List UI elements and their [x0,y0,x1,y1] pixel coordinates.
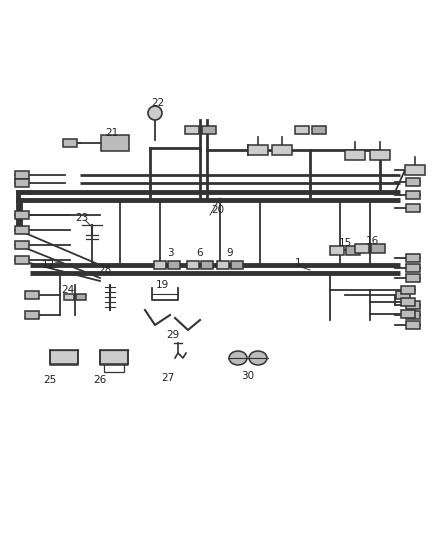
Text: 1: 1 [295,258,301,268]
Bar [371,244,385,253]
Text: 16: 16 [365,236,378,246]
Bar [187,261,199,269]
Bar [401,310,415,318]
Ellipse shape [249,351,267,365]
Bar [63,139,77,147]
Bar [406,191,420,199]
Bar [184,126,198,134]
Bar [15,256,29,264]
Bar [15,179,29,187]
Bar [217,261,229,269]
Bar [396,291,410,299]
Text: 29: 29 [166,330,180,340]
Bar [355,244,369,253]
Text: 19: 19 [155,280,169,290]
Bar [154,261,166,269]
Bar [406,301,420,309]
Text: 24: 24 [61,285,74,295]
Text: 15: 15 [339,238,352,248]
Bar [311,126,325,134]
Text: 6: 6 [197,248,203,258]
Bar [50,350,78,364]
Bar [406,311,420,319]
Bar [201,126,215,134]
Text: 20: 20 [212,205,225,215]
Bar [405,165,425,175]
Bar [330,246,344,254]
Text: 22: 22 [152,98,165,108]
Bar [201,261,213,269]
Bar [272,145,292,155]
Bar [370,150,390,160]
Bar [25,291,39,299]
Bar [406,178,420,186]
Bar [76,294,86,300]
Bar [231,261,243,269]
Text: 23: 23 [75,213,88,223]
Bar [406,204,420,212]
Bar [406,321,420,329]
Bar [101,135,129,151]
Text: 9: 9 [227,248,233,258]
Text: 30: 30 [241,371,254,381]
Bar [15,226,29,234]
Text: 21: 21 [106,128,119,138]
Bar [248,145,268,155]
Text: 3: 3 [167,248,173,258]
Bar [25,311,39,319]
Bar [346,246,360,254]
Bar [345,150,365,160]
Bar [406,166,420,174]
Bar [15,171,29,179]
Bar [168,261,180,269]
Text: 26: 26 [93,375,106,385]
Bar [406,254,420,262]
Bar [406,274,420,282]
Bar [401,298,415,306]
Text: 27: 27 [161,373,175,383]
Text: 28: 28 [99,265,112,275]
Bar [100,350,128,364]
Ellipse shape [229,351,247,365]
Bar [15,211,29,219]
Text: 12: 12 [41,260,55,270]
Circle shape [148,106,162,120]
Bar [406,264,420,272]
Bar [294,126,308,134]
Bar [15,241,29,249]
Bar [64,294,74,300]
Text: 25: 25 [43,375,57,385]
Bar [401,286,415,294]
